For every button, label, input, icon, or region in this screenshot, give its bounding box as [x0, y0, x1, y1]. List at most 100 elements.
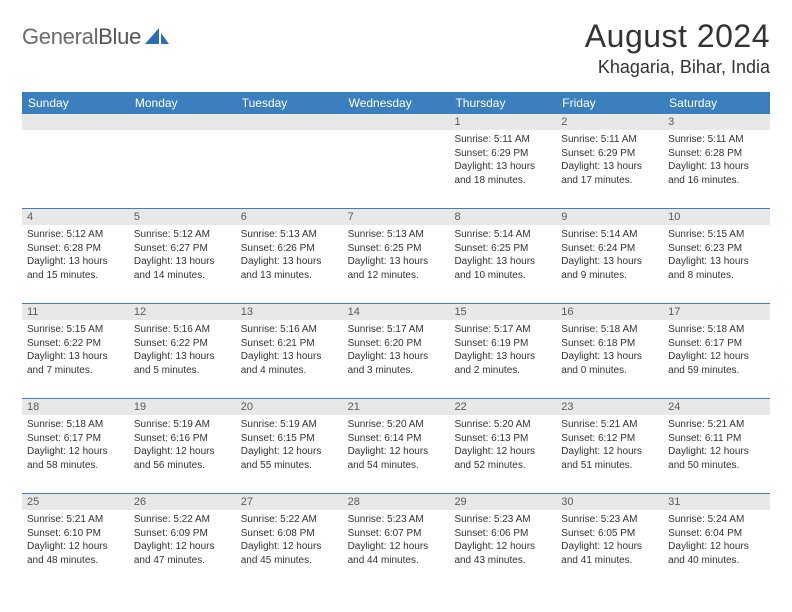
daynum-cell [129, 114, 236, 130]
sunset-line: Sunset: 6:13 PM [454, 432, 551, 446]
daylight-line-2: and 41 minutes. [561, 554, 658, 568]
sunset-line: Sunset: 6:22 PM [27, 337, 124, 351]
daylight-line-2: and 2 minutes. [454, 364, 551, 378]
daynum-cell: 31 [663, 494, 770, 510]
calendar-cell [129, 130, 236, 208]
sunrise-line: Sunrise: 5:20 AM [348, 418, 445, 432]
calendar-cell: Sunrise: 5:21 AMSunset: 6:11 PMDaylight:… [663, 415, 770, 493]
sunrise-line: Sunrise: 5:11 AM [561, 133, 658, 147]
calendar-cell: Sunrise: 5:11 AMSunset: 6:29 PMDaylight:… [449, 130, 556, 208]
daynum-cell: 21 [343, 399, 450, 415]
day-header-cell: Friday [556, 92, 663, 114]
calendar-cell: Sunrise: 5:20 AMSunset: 6:13 PMDaylight:… [449, 415, 556, 493]
daylight-line-2: and 58 minutes. [27, 459, 124, 473]
day-header-cell: Monday [129, 92, 236, 114]
daynum-cell: 22 [449, 399, 556, 415]
daynum-cell: 9 [556, 209, 663, 225]
sunrise-line: Sunrise: 5:16 AM [134, 323, 231, 337]
daylight-line-2: and 8 minutes. [668, 269, 765, 283]
daylight-line-1: Daylight: 12 hours [668, 445, 765, 459]
logo-sail-icon [143, 26, 173, 48]
daylight-line-2: and 5 minutes. [134, 364, 231, 378]
sunset-line: Sunset: 6:28 PM [27, 242, 124, 256]
daynum-cell: 30 [556, 494, 663, 510]
daynum-row: 45678910 [22, 208, 770, 225]
daylight-line-1: Daylight: 12 hours [27, 445, 124, 459]
daylight-line-2: and 54 minutes. [348, 459, 445, 473]
sunset-line: Sunset: 6:18 PM [561, 337, 658, 351]
daylight-line-2: and 40 minutes. [668, 554, 765, 568]
sunset-line: Sunset: 6:29 PM [561, 147, 658, 161]
daylight-line-2: and 56 minutes. [134, 459, 231, 473]
calendar-cell: Sunrise: 5:24 AMSunset: 6:04 PMDaylight:… [663, 510, 770, 588]
daynum-cell [236, 114, 343, 130]
daynum-cell: 15 [449, 304, 556, 320]
calendar-cell: Sunrise: 5:19 AMSunset: 6:16 PMDaylight:… [129, 415, 236, 493]
daylight-line-1: Daylight: 13 hours [348, 255, 445, 269]
daylight-line-1: Daylight: 12 hours [454, 445, 551, 459]
sunrise-line: Sunrise: 5:19 AM [241, 418, 338, 432]
daylight-line-1: Daylight: 12 hours [668, 350, 765, 364]
day-header-cell: Wednesday [343, 92, 450, 114]
calendar-cell: Sunrise: 5:23 AMSunset: 6:07 PMDaylight:… [343, 510, 450, 588]
daylight-line-2: and 12 minutes. [348, 269, 445, 283]
sunset-line: Sunset: 6:16 PM [134, 432, 231, 446]
logo: GeneralBlue [22, 18, 173, 50]
calendar-cell: Sunrise: 5:16 AMSunset: 6:22 PMDaylight:… [129, 320, 236, 398]
daylight-line-1: Daylight: 12 hours [134, 445, 231, 459]
daynum-cell: 10 [663, 209, 770, 225]
daynum-cell: 13 [236, 304, 343, 320]
daylight-line-2: and 59 minutes. [668, 364, 765, 378]
sunset-line: Sunset: 6:17 PM [668, 337, 765, 351]
calendar-cell: Sunrise: 5:17 AMSunset: 6:20 PMDaylight:… [343, 320, 450, 398]
daylight-line-2: and 13 minutes. [241, 269, 338, 283]
daynum-cell: 1 [449, 114, 556, 130]
calendar-cell: Sunrise: 5:21 AMSunset: 6:12 PMDaylight:… [556, 415, 663, 493]
daylight-line-2: and 14 minutes. [134, 269, 231, 283]
daylight-line-1: Daylight: 12 hours [561, 540, 658, 554]
daylight-line-1: Daylight: 12 hours [241, 445, 338, 459]
sunset-line: Sunset: 6:26 PM [241, 242, 338, 256]
daylight-line-2: and 55 minutes. [241, 459, 338, 473]
sunrise-line: Sunrise: 5:14 AM [454, 228, 551, 242]
logo-part2: Blue [98, 24, 141, 49]
calendar-cell: Sunrise: 5:18 AMSunset: 6:17 PMDaylight:… [22, 415, 129, 493]
logo-part1: General [22, 24, 98, 49]
calendar-cell: Sunrise: 5:18 AMSunset: 6:17 PMDaylight:… [663, 320, 770, 398]
title-block: August 2024 Khagaria, Bihar, India [585, 18, 770, 78]
sunrise-line: Sunrise: 5:24 AM [668, 513, 765, 527]
sunrise-line: Sunrise: 5:13 AM [241, 228, 338, 242]
daynum-cell: 29 [449, 494, 556, 510]
sunset-line: Sunset: 6:15 PM [241, 432, 338, 446]
day-header-cell: Saturday [663, 92, 770, 114]
calendar-cell: Sunrise: 5:12 AMSunset: 6:28 PMDaylight:… [22, 225, 129, 303]
daynum-cell: 12 [129, 304, 236, 320]
sunset-line: Sunset: 6:23 PM [668, 242, 765, 256]
daylight-line-2: and 17 minutes. [561, 174, 658, 188]
calendar-cell: Sunrise: 5:19 AMSunset: 6:15 PMDaylight:… [236, 415, 343, 493]
daynum-cell: 28 [343, 494, 450, 510]
daylight-line-1: Daylight: 13 hours [561, 350, 658, 364]
logo-text: GeneralBlue [22, 24, 141, 50]
calendar-cell [236, 130, 343, 208]
daylight-line-2: and 50 minutes. [668, 459, 765, 473]
calendar-cell: Sunrise: 5:12 AMSunset: 6:27 PMDaylight:… [129, 225, 236, 303]
calendar-week-row: Sunrise: 5:21 AMSunset: 6:10 PMDaylight:… [22, 510, 770, 588]
daynum-cell: 14 [343, 304, 450, 320]
calendar-cell: Sunrise: 5:14 AMSunset: 6:25 PMDaylight:… [449, 225, 556, 303]
daylight-line-2: and 18 minutes. [454, 174, 551, 188]
sunset-line: Sunset: 6:12 PM [561, 432, 658, 446]
day-header-cell: Tuesday [236, 92, 343, 114]
sunrise-line: Sunrise: 5:17 AM [454, 323, 551, 337]
sunrise-line: Sunrise: 5:19 AM [134, 418, 231, 432]
daylight-line-1: Daylight: 13 hours [27, 350, 124, 364]
sunset-line: Sunset: 6:06 PM [454, 527, 551, 541]
sunset-line: Sunset: 6:24 PM [561, 242, 658, 256]
daylight-line-2: and 45 minutes. [241, 554, 338, 568]
daynum-row: 11121314151617 [22, 303, 770, 320]
daylight-line-1: Daylight: 13 hours [668, 160, 765, 174]
daylight-line-1: Daylight: 12 hours [348, 540, 445, 554]
sunrise-line: Sunrise: 5:23 AM [561, 513, 658, 527]
sunset-line: Sunset: 6:07 PM [348, 527, 445, 541]
daylight-line-1: Daylight: 12 hours [454, 540, 551, 554]
